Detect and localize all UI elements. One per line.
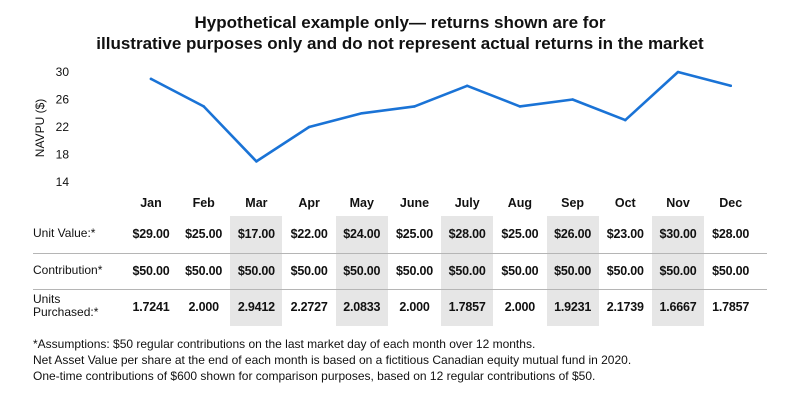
cell-contribution-nov: $50.00	[659, 264, 697, 278]
row-divider	[33, 253, 767, 254]
cell-units-purchased-nov: 1.6667	[659, 300, 697, 314]
cell-contribution-sep: $50.00	[554, 264, 592, 278]
data-point-feb	[202, 105, 205, 108]
cell-units-purchased-may: 2.0833	[343, 300, 381, 314]
cell-contribution-may: $50.00	[343, 264, 381, 278]
cell-units-purchased-sep: 1.9231	[554, 300, 592, 314]
row-label-units-line-2: Purchased:*	[33, 305, 99, 319]
data-point-apr	[307, 125, 311, 129]
cell-contribution-aug: $50.00	[501, 264, 539, 278]
cell-unit-value-aug: $25.00	[501, 227, 539, 241]
x-tick-label-jan: Jan	[140, 196, 162, 210]
series-line	[149, 70, 732, 163]
data-point-june	[413, 105, 416, 108]
month-shade-mar	[230, 216, 283, 326]
data-point-nov	[676, 70, 680, 74]
footnote: Net Asset Value per share at the end of …	[33, 353, 632, 367]
row-label-contribution: Contribution*	[33, 263, 103, 277]
month-shade-nov	[652, 216, 704, 326]
y-axis-title: NAVPU ($)	[33, 99, 47, 157]
x-tick-label-oct: Oct	[615, 196, 637, 210]
cell-contribution-mar: $50.00	[237, 264, 275, 278]
cell-contribution-dec: $50.00	[712, 264, 750, 278]
x-tick-label-aug: Aug	[508, 196, 532, 210]
data-point-sep	[571, 98, 574, 101]
cell-unit-value-july: $28.00	[448, 227, 486, 241]
cell-units-purchased-dec: 1.7857	[712, 300, 750, 314]
x-tick-label-apr: Apr	[298, 196, 320, 210]
x-tick-label-mar: Mar	[245, 196, 267, 210]
cell-contribution-july: $50.00	[448, 264, 486, 278]
cell-contribution-apr: $50.00	[290, 264, 328, 278]
chart-title-line-2: illustrative purposes only and do not re…	[96, 34, 704, 53]
month-shade-sep	[546, 216, 599, 326]
cell-unit-value-feb: $25.00	[185, 227, 223, 241]
data-point-dec	[729, 84, 732, 88]
y-axis: 14 18 22 26 30	[56, 65, 70, 189]
row-label-units-line-1: Units	[33, 292, 61, 306]
footnote: One-time contributions of $600 shown for…	[33, 369, 596, 383]
data-point-jan	[149, 77, 153, 81]
data-point-may	[360, 111, 364, 115]
chart-title-line-1: Hypothetical example only— returns shown…	[194, 13, 606, 32]
y-tick-label: 18	[56, 148, 70, 162]
cell-unit-value-may: $24.00	[343, 227, 381, 241]
row-divider	[33, 289, 767, 290]
cell-unit-value-jan: $29.00	[132, 227, 170, 241]
cell-contribution-feb: $50.00	[185, 264, 223, 278]
cell-unit-value-dec: $28.00	[712, 227, 750, 241]
cell-units-purchased-aug: 2.000	[504, 300, 536, 314]
cell-units-purchased-oct: 2.1739	[606, 300, 644, 314]
x-tick-label-july: July	[455, 196, 480, 210]
y-tick-label: 30	[56, 65, 70, 79]
x-tick-label-june: June	[400, 196, 429, 210]
data-point-mar	[255, 160, 258, 163]
x-tick-label-may: May	[350, 196, 374, 210]
cell-units-purchased-jan: 1.7241	[132, 300, 170, 314]
cell-unit-value-sep: $26.00	[554, 227, 592, 241]
cell-units-purchased-apr: 2.2727	[290, 300, 328, 314]
cell-contribution-jan: $50.00	[132, 264, 170, 278]
chart-title: Hypothetical example only— returns shown…	[0, 12, 800, 54]
cell-unit-value-nov: $30.00	[659, 227, 697, 241]
data-point-july	[465, 84, 469, 88]
y-tick-label: 26	[56, 93, 70, 107]
y-tick-label: 14	[56, 175, 70, 189]
footnotes: *Assumptions: $50 regular contributions …	[33, 336, 631, 384]
cell-units-purchased-feb: 2.000	[188, 300, 219, 314]
x-tick-label-feb: Feb	[193, 196, 216, 210]
y-tick-label: 22	[56, 120, 70, 134]
month-shade-july	[441, 216, 494, 326]
row-label-unit-value: Unit Value:*	[33, 226, 96, 240]
cell-unit-value-apr: $22.00	[290, 227, 328, 241]
cell-contribution-oct: $50.00	[606, 264, 644, 278]
row-label-units-purchased: Units Purchased:*	[33, 293, 98, 319]
cell-unit-value-june: $25.00	[395, 227, 434, 241]
x-tick-label-nov: Nov	[666, 196, 690, 210]
cell-unit-value-oct: $23.00	[606, 227, 644, 241]
cell-units-purchased-mar: 2.9412	[237, 300, 275, 314]
cell-units-purchased-june: 2.000	[399, 300, 430, 314]
cell-unit-value-mar: $17.00	[237, 227, 275, 241]
x-tick-label-dec: Dec	[719, 196, 742, 210]
navpu-line-chart: 14 18 22 26 30 NAVPU ($) Jan Feb Mar Apr May June…	[33, 65, 742, 210]
data-point-aug	[518, 105, 522, 108]
data-point-oct	[624, 118, 627, 122]
x-tick-label-sep: Sep	[561, 196, 584, 210]
cell-contribution-june: $50.00	[395, 264, 434, 278]
month-shade-may	[335, 216, 388, 326]
footnote: *Assumptions: $50 regular contributions …	[33, 337, 536, 351]
x-axis: Jan Feb Mar Apr May June July Aug Sep Oct Nov Dec	[140, 196, 742, 210]
cell-units-purchased-july: 1.7857	[448, 300, 486, 314]
